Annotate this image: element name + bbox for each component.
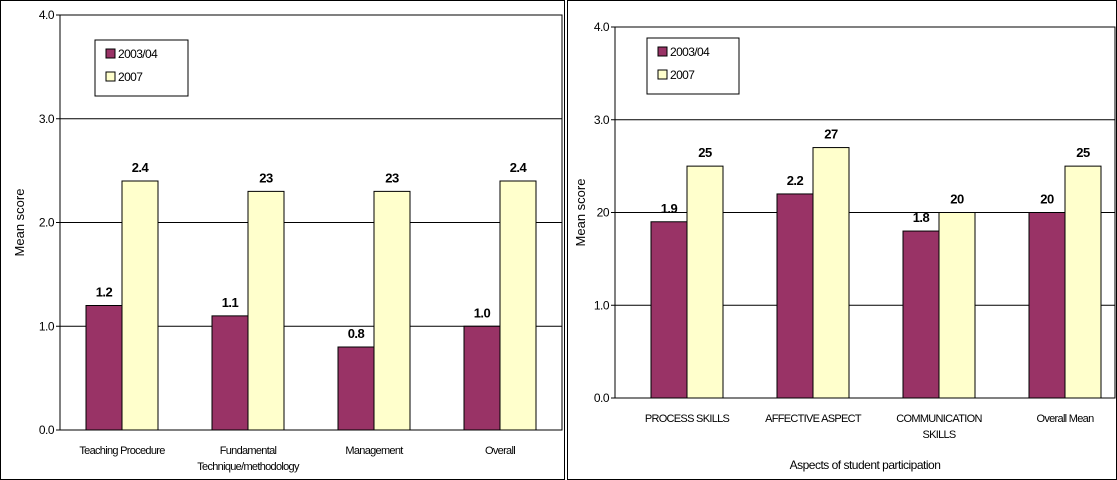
legend-label: 2007 bbox=[670, 68, 695, 82]
legend-swatch bbox=[657, 69, 668, 80]
bar-data-label: 25 bbox=[1076, 145, 1090, 160]
bar-2007 bbox=[373, 190, 411, 431]
bar-2003-04 bbox=[650, 221, 688, 399]
category-label: PROCESS SKILLS bbox=[645, 413, 730, 425]
bar-2007 bbox=[499, 180, 537, 431]
bar-data-label: 23 bbox=[385, 170, 399, 185]
bar-2007 bbox=[938, 212, 976, 399]
category-label: Teaching Procedure bbox=[79, 445, 165, 457]
chart-right-svg: 0.0 1.0 20 3.0 4.0 Mean score 1.9 25 PROCESS SKI… bbox=[567, 0, 1117, 480]
category-label: AFFECTIVE ASPECT bbox=[765, 413, 862, 425]
category-label: Overall bbox=[485, 445, 515, 457]
bar-data-label: 1.0 bbox=[474, 305, 491, 320]
bar-2007 bbox=[121, 180, 159, 431]
y-tick-label: 1.0 bbox=[594, 298, 610, 312]
bar-data-label: 27 bbox=[824, 127, 838, 142]
bar-2007 bbox=[812, 147, 850, 399]
x-axis-label: Aspects of student participation bbox=[790, 458, 941, 472]
bar-data-label: 1.9 bbox=[661, 201, 678, 216]
y-tick-label: 20 bbox=[597, 206, 610, 220]
legend-swatch bbox=[105, 48, 116, 59]
bar-2007 bbox=[1064, 165, 1102, 399]
bar-data-label: 1.1 bbox=[222, 295, 239, 310]
legend-swatch bbox=[105, 71, 116, 82]
bar-2003-04 bbox=[463, 325, 501, 431]
bar-2003-04 bbox=[211, 315, 249, 431]
bar-data-label: 2.4 bbox=[510, 160, 528, 175]
bar-2003-04 bbox=[776, 193, 814, 399]
y-axis-label: Mean score bbox=[12, 189, 27, 257]
plot-area bbox=[614, 26, 1116, 399]
legend-label: 2003/04 bbox=[118, 47, 158, 61]
category-label: Fundamental bbox=[220, 445, 277, 457]
legend-label: 2003/04 bbox=[670, 45, 710, 59]
category-label: COMMUNICATION bbox=[896, 413, 982, 425]
y-axis-label: Mean score bbox=[573, 179, 588, 247]
bar-2007 bbox=[686, 165, 724, 399]
bar-data-label: 1.2 bbox=[96, 285, 113, 300]
legend-swatch bbox=[657, 46, 668, 57]
bar-2003-04 bbox=[902, 230, 940, 399]
y-tick-label: 0.0 bbox=[594, 391, 610, 405]
category-label: Technique/methodology bbox=[197, 461, 300, 473]
chart-left-svg: 0.0 1.0 2.0 3.0 4.0 Mean score 1.2 2.4 Teaching … bbox=[0, 0, 565, 480]
category-label: Overall Mean bbox=[1036, 413, 1094, 425]
bar-data-label: 1.8 bbox=[913, 210, 930, 225]
bar-data-label: 25 bbox=[698, 145, 712, 160]
bar-data-label: 2.2 bbox=[787, 173, 804, 188]
bar-2003-04 bbox=[85, 305, 123, 431]
bar-2003-04 bbox=[337, 346, 375, 431]
y-tick-label: 1.0 bbox=[39, 319, 55, 333]
bar-data-label: 20 bbox=[950, 192, 964, 207]
y-tick-label: 2.0 bbox=[39, 216, 55, 230]
bar-2003-04 bbox=[1028, 212, 1066, 399]
y-tick-label: 4.0 bbox=[594, 20, 610, 34]
bar-data-label: 0.8 bbox=[348, 326, 365, 341]
y-tick-label: 3.0 bbox=[594, 113, 610, 127]
y-tick-label: 0.0 bbox=[39, 423, 55, 437]
bar-2007 bbox=[247, 190, 285, 431]
bar-data-label: 20 bbox=[1040, 192, 1054, 207]
chart-right: 0.0 1.0 20 3.0 4.0 Mean score 1.9 25 PROCESS SKI… bbox=[567, 0, 1117, 480]
legend-label: 2007 bbox=[118, 70, 143, 84]
bar-data-label: 2.4 bbox=[132, 160, 150, 175]
chart-left: 0.0 1.0 2.0 3.0 4.0 Mean score 1.2 2.4 Teaching … bbox=[0, 0, 565, 480]
y-tick-label: 3.0 bbox=[39, 112, 55, 126]
plot-area bbox=[59, 14, 563, 431]
bar-data-label: 23 bbox=[259, 170, 273, 185]
category-label: SKILLS bbox=[922, 429, 955, 441]
category-label: Management bbox=[345, 445, 403, 457]
y-tick-label: 4.0 bbox=[39, 8, 55, 22]
